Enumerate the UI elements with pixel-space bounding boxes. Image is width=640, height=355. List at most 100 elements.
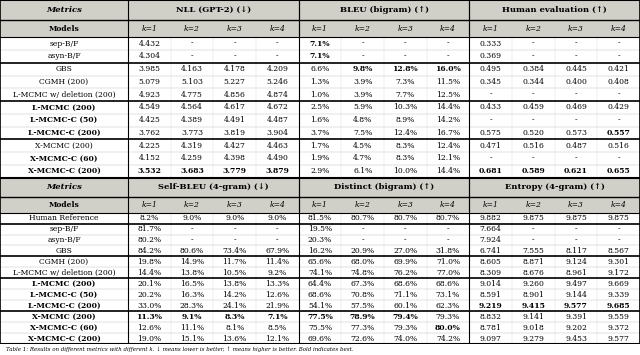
Text: 1.3%: 1.3% <box>310 78 330 86</box>
Text: 9.0%: 9.0% <box>182 214 202 222</box>
Text: sep-B/F: sep-B/F <box>49 40 79 48</box>
Text: 11.1%: 11.1% <box>180 324 204 332</box>
Text: 4.319: 4.319 <box>181 142 203 149</box>
Bar <box>0 289 640 300</box>
Text: 1.9%: 1.9% <box>310 154 330 162</box>
Text: 16.3%: 16.3% <box>180 291 204 299</box>
Text: 81.7%: 81.7% <box>137 225 161 233</box>
Text: 4.672: 4.672 <box>266 103 288 111</box>
Text: 3.9%: 3.9% <box>353 78 372 86</box>
Text: -: - <box>490 91 492 99</box>
Text: Metrics: Metrics <box>46 6 82 14</box>
Text: k=4: k=4 <box>611 25 627 33</box>
Text: 4.152: 4.152 <box>138 154 160 162</box>
Text: 0.589: 0.589 <box>522 167 545 175</box>
Text: -: - <box>575 236 577 244</box>
Text: -: - <box>191 236 193 244</box>
Text: 8.5%: 8.5% <box>268 324 287 332</box>
Text: 4.549: 4.549 <box>138 103 160 111</box>
Text: 9.141: 9.141 <box>522 313 544 321</box>
Text: 7.555: 7.555 <box>522 247 544 255</box>
Text: 8.3%: 8.3% <box>396 142 415 149</box>
Text: 4.923: 4.923 <box>138 91 161 99</box>
Text: k=3: k=3 <box>227 25 243 33</box>
Text: 75.5%: 75.5% <box>308 324 332 332</box>
Text: 4.163: 4.163 <box>181 65 203 73</box>
Text: 9.875: 9.875 <box>565 214 587 222</box>
Text: 4.5%: 4.5% <box>353 142 372 149</box>
Text: sep-B/F: sep-B/F <box>49 225 79 233</box>
Text: 6.741: 6.741 <box>480 247 502 255</box>
Text: Models: Models <box>49 25 79 33</box>
Text: 4.259: 4.259 <box>181 154 203 162</box>
Text: 8.2%: 8.2% <box>140 214 159 222</box>
Text: -: - <box>447 53 449 60</box>
Text: GBS: GBS <box>56 247 72 255</box>
Text: 1.7%: 1.7% <box>310 142 330 149</box>
Text: 15.1%: 15.1% <box>180 335 204 343</box>
Text: 19.5%: 19.5% <box>308 225 332 233</box>
Text: k=3: k=3 <box>227 201 243 209</box>
Bar <box>0 63 640 76</box>
Text: 72.6%: 72.6% <box>351 335 375 343</box>
Text: 21.9%: 21.9% <box>265 302 289 310</box>
Text: 6.1%: 6.1% <box>353 167 372 175</box>
Text: 0.520: 0.520 <box>522 129 544 137</box>
Text: -: - <box>618 225 620 233</box>
Text: 16.2%: 16.2% <box>308 247 332 255</box>
Text: k=4: k=4 <box>440 25 456 33</box>
Text: -: - <box>618 154 620 162</box>
Text: L-MCMC-C (50): L-MCMC-C (50) <box>30 116 98 124</box>
Text: 14.2%: 14.2% <box>436 116 460 124</box>
Text: Table 1: Results on different metrics with different k. ↓ means lower is better,: Table 1: Results on different metrics wi… <box>6 347 354 353</box>
Text: asyn-B/F: asyn-B/F <box>47 53 81 60</box>
Bar <box>0 50 640 63</box>
Text: 7.3%: 7.3% <box>396 78 415 86</box>
Bar <box>0 213 640 224</box>
Text: -: - <box>490 154 492 162</box>
Text: 9.559: 9.559 <box>608 313 630 321</box>
Bar <box>0 278 640 289</box>
Text: 13.6%: 13.6% <box>223 335 247 343</box>
Text: 78.9%: 78.9% <box>350 313 376 321</box>
Text: Entropy (4-gram) (↑): Entropy (4-gram) (↑) <box>505 183 605 191</box>
Text: 27.0%: 27.0% <box>393 247 417 255</box>
Text: asyn-B/F: asyn-B/F <box>47 236 81 244</box>
Text: 0.557: 0.557 <box>607 129 630 137</box>
Text: -: - <box>532 236 534 244</box>
Bar <box>0 197 640 213</box>
Text: 4.490: 4.490 <box>266 154 288 162</box>
Text: 9.875: 9.875 <box>522 214 544 222</box>
Text: 31.8%: 31.8% <box>436 247 460 255</box>
Text: 12.1%: 12.1% <box>265 335 289 343</box>
Text: 3.904: 3.904 <box>266 129 289 137</box>
Bar <box>0 152 640 165</box>
Text: 5.246: 5.246 <box>266 78 288 86</box>
Text: 77.3%: 77.3% <box>351 324 375 332</box>
Text: 74.1%: 74.1% <box>308 269 332 277</box>
Text: k=2: k=2 <box>184 201 200 209</box>
Text: 0.681: 0.681 <box>479 167 502 175</box>
Text: 3.779: 3.779 <box>223 167 246 175</box>
Text: 8.309: 8.309 <box>479 269 502 277</box>
Text: 76.2%: 76.2% <box>393 269 417 277</box>
Text: -: - <box>575 116 577 124</box>
Text: 64.4%: 64.4% <box>308 280 332 288</box>
Text: 0.655: 0.655 <box>607 167 630 175</box>
Text: k=1: k=1 <box>141 201 157 209</box>
Text: 8.901: 8.901 <box>522 291 544 299</box>
Text: 16.7%: 16.7% <box>436 129 460 137</box>
Text: -: - <box>276 53 278 60</box>
Text: -: - <box>532 40 534 48</box>
Text: -: - <box>191 40 193 48</box>
Text: 0.408: 0.408 <box>608 78 630 86</box>
Text: 71.1%: 71.1% <box>393 291 417 299</box>
Text: 14.9%: 14.9% <box>180 258 204 266</box>
Text: 4.209: 4.209 <box>266 65 288 73</box>
Text: 4.7%: 4.7% <box>353 154 372 162</box>
Text: k=1: k=1 <box>312 201 328 209</box>
Text: X-MCMC-C (200): X-MCMC-C (200) <box>28 167 100 175</box>
Text: 9.2%: 9.2% <box>268 269 287 277</box>
Text: -: - <box>234 53 236 60</box>
Text: k=4: k=4 <box>611 201 627 209</box>
